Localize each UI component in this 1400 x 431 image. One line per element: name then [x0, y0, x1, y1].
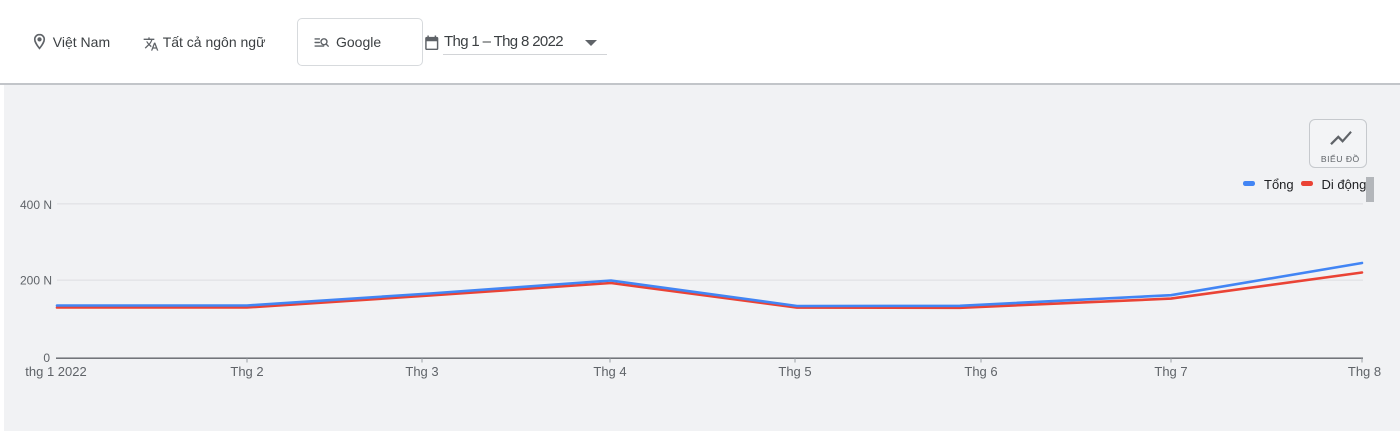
svg-text:Thg 8: Thg 8 — [1348, 364, 1381, 379]
svg-text:Thg 3: Thg 3 — [405, 364, 438, 379]
svg-text:Thg 4: Thg 4 — [593, 364, 626, 379]
svg-text:Thg 6: Thg 6 — [964, 364, 997, 379]
svg-text:Thg 7: Thg 7 — [1154, 364, 1187, 379]
svg-text:200 N: 200 N — [20, 274, 52, 288]
svg-text:400 N: 400 N — [20, 198, 52, 212]
svg-text:thg 1 2022: thg 1 2022 — [25, 364, 86, 379]
svg-text:Thg 5: Thg 5 — [778, 364, 811, 379]
svg-text:0: 0 — [43, 351, 50, 365]
svg-text:Thg 2: Thg 2 — [230, 364, 263, 379]
